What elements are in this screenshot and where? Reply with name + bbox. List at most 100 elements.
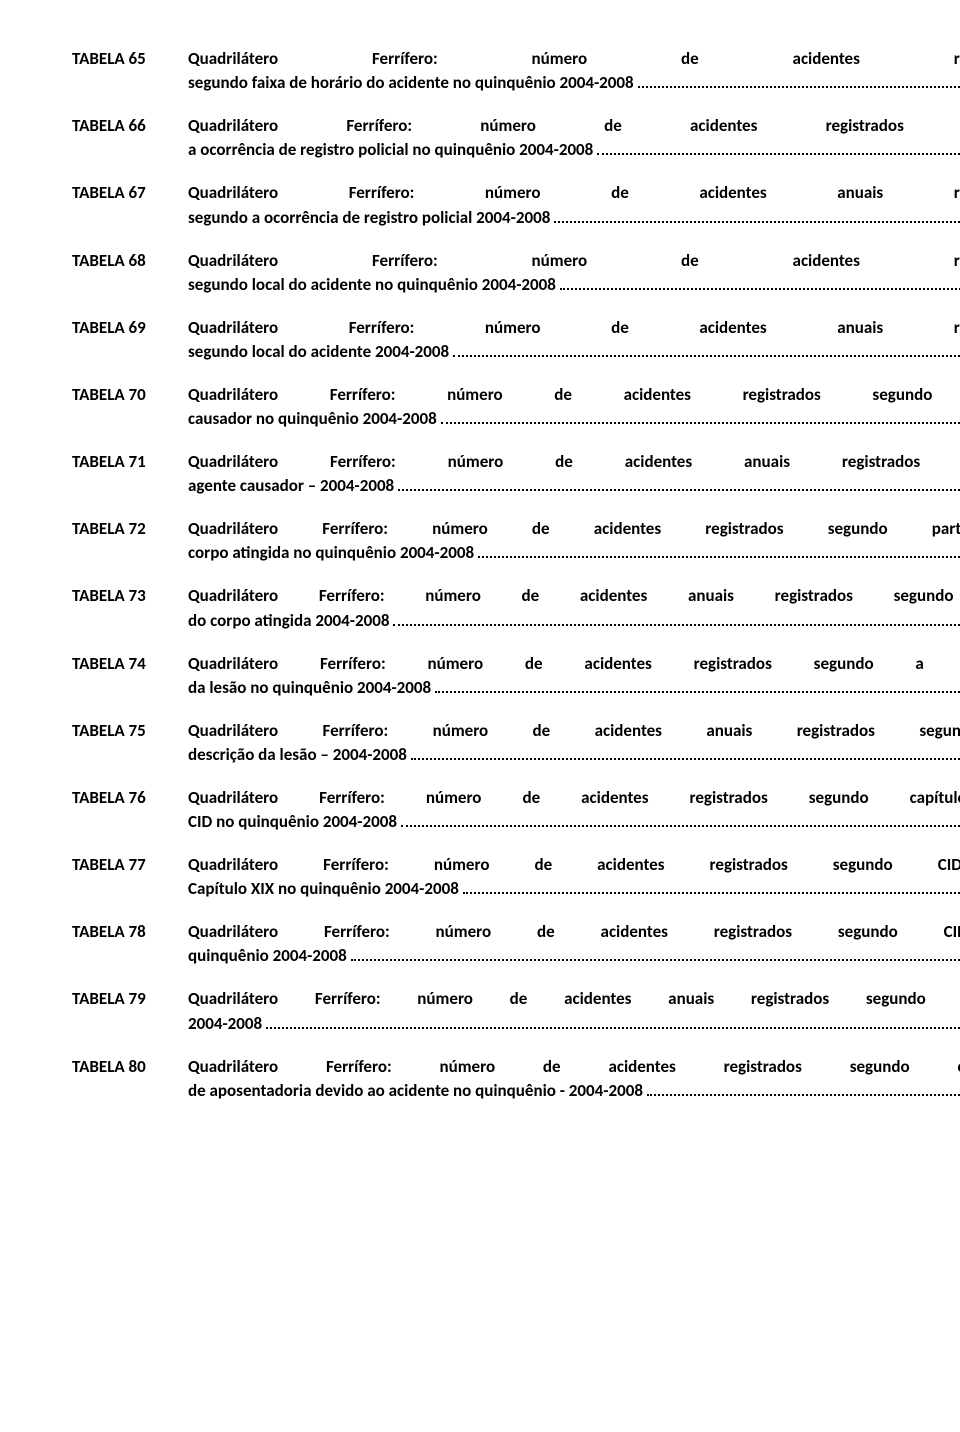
entry-label: TABELA 77 bbox=[72, 854, 188, 877]
entry-description: Quadrilátero Ferrífero: número de aciden… bbox=[188, 921, 960, 968]
entry-description: Quadrilátero Ferrífero: número de aciden… bbox=[188, 384, 960, 431]
entry-last-line: quinquênio 2004-2008124 bbox=[188, 944, 960, 968]
entry-text-last: CID no quinquênio 2004-2008 bbox=[188, 811, 397, 834]
toc-entry: TABELA 73Quadrilátero Ferrífero: número … bbox=[72, 585, 960, 632]
entry-description: Quadrilátero Ferrífero: número de aciden… bbox=[188, 115, 960, 162]
entry-label: TABELA 68 bbox=[72, 250, 188, 273]
entry-text-last: quinquênio 2004-2008 bbox=[188, 945, 347, 968]
toc-entry: TABELA 68Quadrilátero Ferrífero: número … bbox=[72, 250, 960, 297]
dot-leader bbox=[638, 71, 960, 88]
entry-text-last: segundo a ocorrência de registro policia… bbox=[188, 207, 550, 230]
entry-text-last: corpo atingida no quinquênio 2004-2008 bbox=[188, 542, 474, 565]
entry-text-last: do corpo atingida 2004-2008 bbox=[188, 610, 389, 633]
toc-entry: TABELA 67Quadrilátero Ferrífero: número … bbox=[72, 182, 960, 229]
entry-text-last: segundo local do acidente 2004-2008 bbox=[188, 341, 449, 364]
toc-entry: TABELA 70Quadrilátero Ferrífero: número … bbox=[72, 384, 960, 431]
entry-text-pre: Quadrilátero Ferrífero: número de aciden… bbox=[188, 653, 960, 676]
entry-text-pre: Quadrilátero Ferrífero: número de aciden… bbox=[188, 720, 960, 743]
entry-description: Quadrilátero Ferrífero: número de aciden… bbox=[188, 1056, 960, 1103]
entry-text-last: causador no quinquênio 2004-2008 bbox=[188, 408, 437, 431]
entry-description: Quadrilátero Ferrífero: número de aciden… bbox=[188, 854, 960, 901]
entry-text-pre: Quadrilátero Ferrífero: número de aciden… bbox=[188, 988, 960, 1011]
entry-label: TABELA 70 bbox=[72, 384, 188, 407]
entry-last-line: segundo faixa de horário do acidente no … bbox=[188, 71, 960, 95]
entry-text-pre: Quadrilátero Ferrífero: número de aciden… bbox=[188, 1056, 960, 1079]
entry-label: TABELA 67 bbox=[72, 182, 188, 205]
toc-entry: TABELA 69Quadrilátero Ferrífero: número … bbox=[72, 317, 960, 364]
entry-description: Quadrilátero Ferrífero: número de aciden… bbox=[188, 720, 960, 767]
toc-entry: TABELA 65Quadrilátero Ferrífero: número … bbox=[72, 48, 960, 95]
entry-text-pre: Quadrilátero Ferrífero: número de aciden… bbox=[188, 48, 960, 71]
dot-leader bbox=[441, 407, 960, 424]
dot-leader bbox=[411, 743, 960, 760]
dot-leader bbox=[453, 340, 960, 357]
toc-entry: TABELA 80Quadrilátero Ferrífero: número … bbox=[72, 1056, 960, 1103]
toc-entry: TABELA 78Quadrilátero Ferrífero: número … bbox=[72, 921, 960, 968]
entry-description: Quadrilátero Ferrífero: número de aciden… bbox=[188, 182, 960, 229]
entry-text-last: agente causador – 2004-2008 bbox=[188, 475, 394, 498]
dot-leader bbox=[478, 541, 960, 558]
dot-leader bbox=[351, 944, 960, 961]
entry-text-last: de aposentadoria devido ao acidente no q… bbox=[188, 1080, 643, 1103]
entry-label: TABELA 78 bbox=[72, 921, 188, 944]
entry-label: TABELA 69 bbox=[72, 317, 188, 340]
entry-text-pre: Quadrilátero Ferrífero: número de aciden… bbox=[188, 854, 960, 877]
entry-description: Quadrilátero Ferrífero: número de aciden… bbox=[188, 585, 960, 632]
entry-last-line: segundo local do acidente no quinquênio … bbox=[188, 272, 960, 296]
toc-entry: TABELA 76Quadrilátero Ferrífero: número … bbox=[72, 787, 960, 834]
entry-text-pre: Quadrilátero Ferrífero: número de aciden… bbox=[188, 585, 960, 608]
entry-last-line: segundo local do acidente 2004-2008115 bbox=[188, 340, 960, 364]
entry-text-pre: Quadrilátero Ferrífero: número de aciden… bbox=[188, 182, 960, 205]
entry-text-pre: Quadrilátero Ferrífero: número de aciden… bbox=[188, 921, 960, 944]
entry-label: TABELA 65 bbox=[72, 48, 188, 71]
entry-text-last: Capítulo XIX no quinquênio 2004-2008 bbox=[188, 878, 459, 901]
entry-text-last: 2004-2008 bbox=[188, 1013, 262, 1036]
entry-text-last: segundo local do acidente no quinquênio … bbox=[188, 274, 556, 297]
entry-description: Quadrilátero Ferrífero: número de aciden… bbox=[188, 48, 960, 95]
entry-label: TABELA 74 bbox=[72, 653, 188, 676]
toc-entry: TABELA 66Quadrilátero Ferrífero: número … bbox=[72, 115, 960, 162]
entry-text-last: a ocorrência de registro policial no qui… bbox=[188, 139, 593, 162]
entry-text-pre: Quadrilátero Ferrífero: número de aciden… bbox=[188, 317, 960, 340]
entry-text-pre: Quadrilátero Ferrífero: número de aciden… bbox=[188, 250, 960, 273]
entry-text-pre: Quadrilátero Ferrífero: número de aciden… bbox=[188, 518, 960, 541]
toc-entry: TABELA 71Quadrilátero Ferrífero: número … bbox=[72, 451, 960, 498]
entry-description: Quadrilátero Ferrífero: número de aciden… bbox=[188, 451, 960, 498]
toc-entry: TABELA 72Quadrilátero Ferrífero: número … bbox=[72, 518, 960, 565]
entry-last-line: segundo a ocorrência de registro policia… bbox=[188, 205, 960, 229]
entry-label: TABELA 76 bbox=[72, 787, 188, 810]
dot-leader bbox=[560, 272, 960, 289]
entry-description: Quadrilátero Ferrífero: número de aciden… bbox=[188, 317, 960, 364]
entry-text-last: da lesão no quinquênio 2004-2008 bbox=[188, 677, 431, 700]
entry-description: Quadrilátero Ferrífero: número de aciden… bbox=[188, 787, 960, 834]
entry-last-line: Capítulo XIX no quinquênio 2004-2008123 bbox=[188, 877, 960, 901]
entry-label: TABELA 73 bbox=[72, 585, 188, 608]
entry-last-line: descrição da lesão – 2004-2008121 bbox=[188, 743, 960, 767]
entry-description: Quadrilátero Ferrífero: número de aciden… bbox=[188, 988, 960, 1035]
dot-leader bbox=[393, 608, 960, 625]
dot-leader bbox=[401, 810, 960, 827]
entry-text-pre: Quadrilátero Ferrífero: número de aciden… bbox=[188, 384, 960, 407]
entry-label: TABELA 80 bbox=[72, 1056, 188, 1079]
list-of-tables: TABELA 65Quadrilátero Ferrífero: número … bbox=[72, 48, 960, 1103]
entry-last-line: a ocorrência de registro policial no qui… bbox=[188, 138, 960, 162]
toc-entry: TABELA 75Quadrilátero Ferrífero: número … bbox=[72, 720, 960, 767]
toc-entry: TABELA 77Quadrilátero Ferrífero: número … bbox=[72, 854, 960, 901]
entry-last-line: da lesão no quinquênio 2004-2008120 bbox=[188, 675, 960, 699]
dot-leader bbox=[597, 138, 960, 155]
entry-label: TABELA 79 bbox=[72, 988, 188, 1011]
entry-last-line: causador no quinquênio 2004-2008116 bbox=[188, 407, 960, 431]
toc-entry: TABELA 74Quadrilátero Ferrífero: número … bbox=[72, 653, 960, 700]
entry-last-line: CID no quinquênio 2004-2008122 bbox=[188, 810, 960, 834]
entry-label: TABELA 66 bbox=[72, 115, 188, 138]
entry-last-line: 2004-2008125 bbox=[188, 1011, 960, 1035]
dot-leader bbox=[266, 1011, 960, 1028]
toc-entry: TABELA 79Quadrilátero Ferrífero: número … bbox=[72, 988, 960, 1035]
entry-description: Quadrilátero Ferrífero: número de aciden… bbox=[188, 518, 960, 565]
entry-label: TABELA 71 bbox=[72, 451, 188, 474]
entry-last-line: do corpo atingida 2004-2008119 bbox=[188, 608, 960, 632]
entry-text-pre: Quadrilátero Ferrífero: número de aciden… bbox=[188, 451, 960, 474]
entry-last-line: de aposentadoria devido ao acidente no q… bbox=[188, 1079, 960, 1103]
entry-last-line: agente causador – 2004-2008117 bbox=[188, 474, 960, 498]
entry-description: Quadrilátero Ferrífero: número de aciden… bbox=[188, 250, 960, 297]
